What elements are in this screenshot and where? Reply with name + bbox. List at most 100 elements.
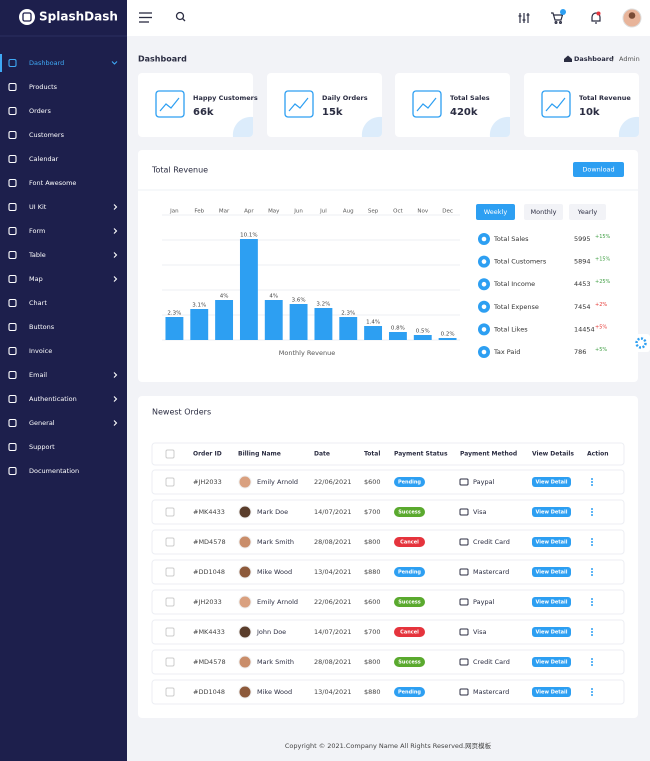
menu-item[interactable]: Support [29, 443, 55, 451]
select-all-checkbox[interactable] [165, 449, 175, 459]
view-detail-button[interactable] [532, 477, 571, 487]
view-detail-button[interactable] [532, 627, 571, 637]
action-menu-dot[interactable] [591, 574, 593, 576]
row-checkbox[interactable] [165, 537, 175, 547]
action-menu-dot[interactable] [591, 601, 593, 603]
menu-item[interactable]: Map [29, 275, 43, 283]
menu-item[interactable]: Authentication [29, 395, 77, 403]
action-menu-dot[interactable] [591, 634, 593, 636]
action-menu-dot[interactable] [591, 658, 593, 660]
menu-item[interactable]: Buttons [29, 323, 55, 331]
action-menu-dot[interactable] [591, 544, 593, 546]
action-menu-dot[interactable] [591, 604, 593, 606]
menu-item[interactable]: Form [29, 227, 45, 235]
breadcrumb-item[interactable]: Dashboard [574, 55, 614, 63]
filter-icon[interactable] [518, 13, 530, 23]
action-menu-dot[interactable] [591, 571, 593, 573]
action-menu-dot[interactable] [591, 694, 593, 696]
action-menu-dot[interactable] [591, 691, 593, 693]
period-tab[interactable] [476, 204, 515, 220]
action-menu-dot[interactable] [591, 628, 593, 630]
period-tab[interactable] [569, 204, 606, 220]
action-menu-dot[interactable] [591, 568, 593, 570]
view-detail-label[interactable]: View Detail [536, 540, 568, 546]
action-menu-dot[interactable] [591, 484, 593, 486]
action-menu-dot[interactable] [591, 661, 593, 663]
settings-tab[interactable] [633, 334, 650, 352]
billing-name: Mike Wood [257, 568, 292, 576]
menu-item[interactable]: Chart [29, 299, 47, 307]
view-detail-button[interactable] [532, 687, 571, 697]
submenu-chevron [113, 252, 118, 258]
menu-item[interactable]: Font Awesome [29, 179, 76, 187]
period-tab-label[interactable]: Yearly [577, 208, 598, 216]
menu-item[interactable]: Orders [29, 107, 51, 115]
action-menu-dot[interactable] [591, 514, 593, 516]
action-menu-dot[interactable] [591, 508, 593, 510]
action-menu-dot[interactable] [591, 511, 593, 513]
data-label: 0.5% [416, 329, 430, 335]
menu-item[interactable]: Documentation [29, 467, 79, 475]
period-tab[interactable] [524, 204, 563, 220]
home-icon [564, 55, 572, 62]
menu-item[interactable]: Products [29, 83, 58, 91]
view-detail-button[interactable] [532, 597, 571, 607]
action-menu-dot[interactable] [591, 688, 593, 690]
search-icon[interactable] [175, 11, 186, 22]
column-header: Action [587, 451, 609, 458]
stat-label: Total Customers [493, 258, 547, 266]
action-menu-dot[interactable] [591, 664, 593, 666]
card-corner-decoration [232, 116, 253, 137]
payment-method: Mastercard [473, 688, 509, 696]
menu-toggle[interactable] [139, 12, 152, 23]
menu-item[interactable]: General [29, 419, 55, 427]
order-total: $700 [364, 508, 381, 516]
view-detail-label[interactable]: View Detail [536, 690, 568, 696]
order-date: 22/06/2021 [314, 598, 351, 606]
action-menu-dot[interactable] [591, 478, 593, 480]
period-tab-label[interactable]: Weekly [484, 208, 508, 216]
stat-icon-glyph [481, 236, 487, 242]
action-menu-dot[interactable] [591, 598, 593, 600]
row-checkbox[interactable] [165, 597, 175, 607]
menu-item[interactable]: Calendar [29, 155, 59, 163]
order-total: $600 [364, 478, 381, 486]
row-checkbox[interactable] [165, 657, 175, 667]
action-menu-dot[interactable] [591, 538, 593, 540]
view-detail-label[interactable]: View Detail [536, 510, 568, 516]
cart-icon[interactable] [551, 12, 564, 25]
view-detail-button[interactable] [532, 657, 571, 667]
data-label: 2.3% [341, 311, 355, 317]
row-checkbox[interactable] [165, 687, 175, 697]
action-menu-dot[interactable] [591, 481, 593, 483]
card-title: Daily Orders [322, 94, 368, 102]
row-checkbox[interactable] [165, 477, 175, 487]
settings-gear[interactable] [635, 337, 647, 349]
view-detail-label[interactable]: View Detail [536, 660, 568, 666]
menu-item[interactable]: Dashboard [29, 59, 64, 67]
brand-name[interactable]: SplashDash [39, 10, 118, 24]
view-detail-label[interactable]: View Detail [536, 480, 568, 486]
period-tab-label[interactable]: Monthly [530, 208, 556, 216]
view-detail-button[interactable] [532, 567, 571, 577]
menu-item[interactable]: Invoice [29, 347, 52, 355]
view-detail-label[interactable]: View Detail [536, 630, 568, 636]
bar [190, 309, 209, 340]
row-checkbox[interactable] [165, 567, 175, 577]
menu-item[interactable]: UI Kit [29, 203, 47, 211]
row-checkbox[interactable] [165, 507, 175, 517]
download-button[interactable] [573, 162, 624, 177]
menu-item[interactable]: Email [29, 371, 47, 379]
download-button-label[interactable]: Download [582, 166, 614, 174]
menu-item[interactable]: Table [28, 251, 46, 259]
action-menu-dot[interactable] [591, 541, 593, 543]
menu-item[interactable]: Customers [29, 131, 65, 139]
view-detail-button[interactable] [532, 537, 571, 547]
view-detail-label[interactable]: View Detail [536, 570, 568, 576]
row-checkbox[interactable] [165, 627, 175, 637]
action-menu-dot[interactable] [591, 631, 593, 633]
status-label: Success [398, 660, 420, 666]
stat-change: +5% [595, 324, 607, 330]
view-detail-label[interactable]: View Detail [536, 600, 568, 606]
view-detail-button[interactable] [532, 507, 571, 517]
